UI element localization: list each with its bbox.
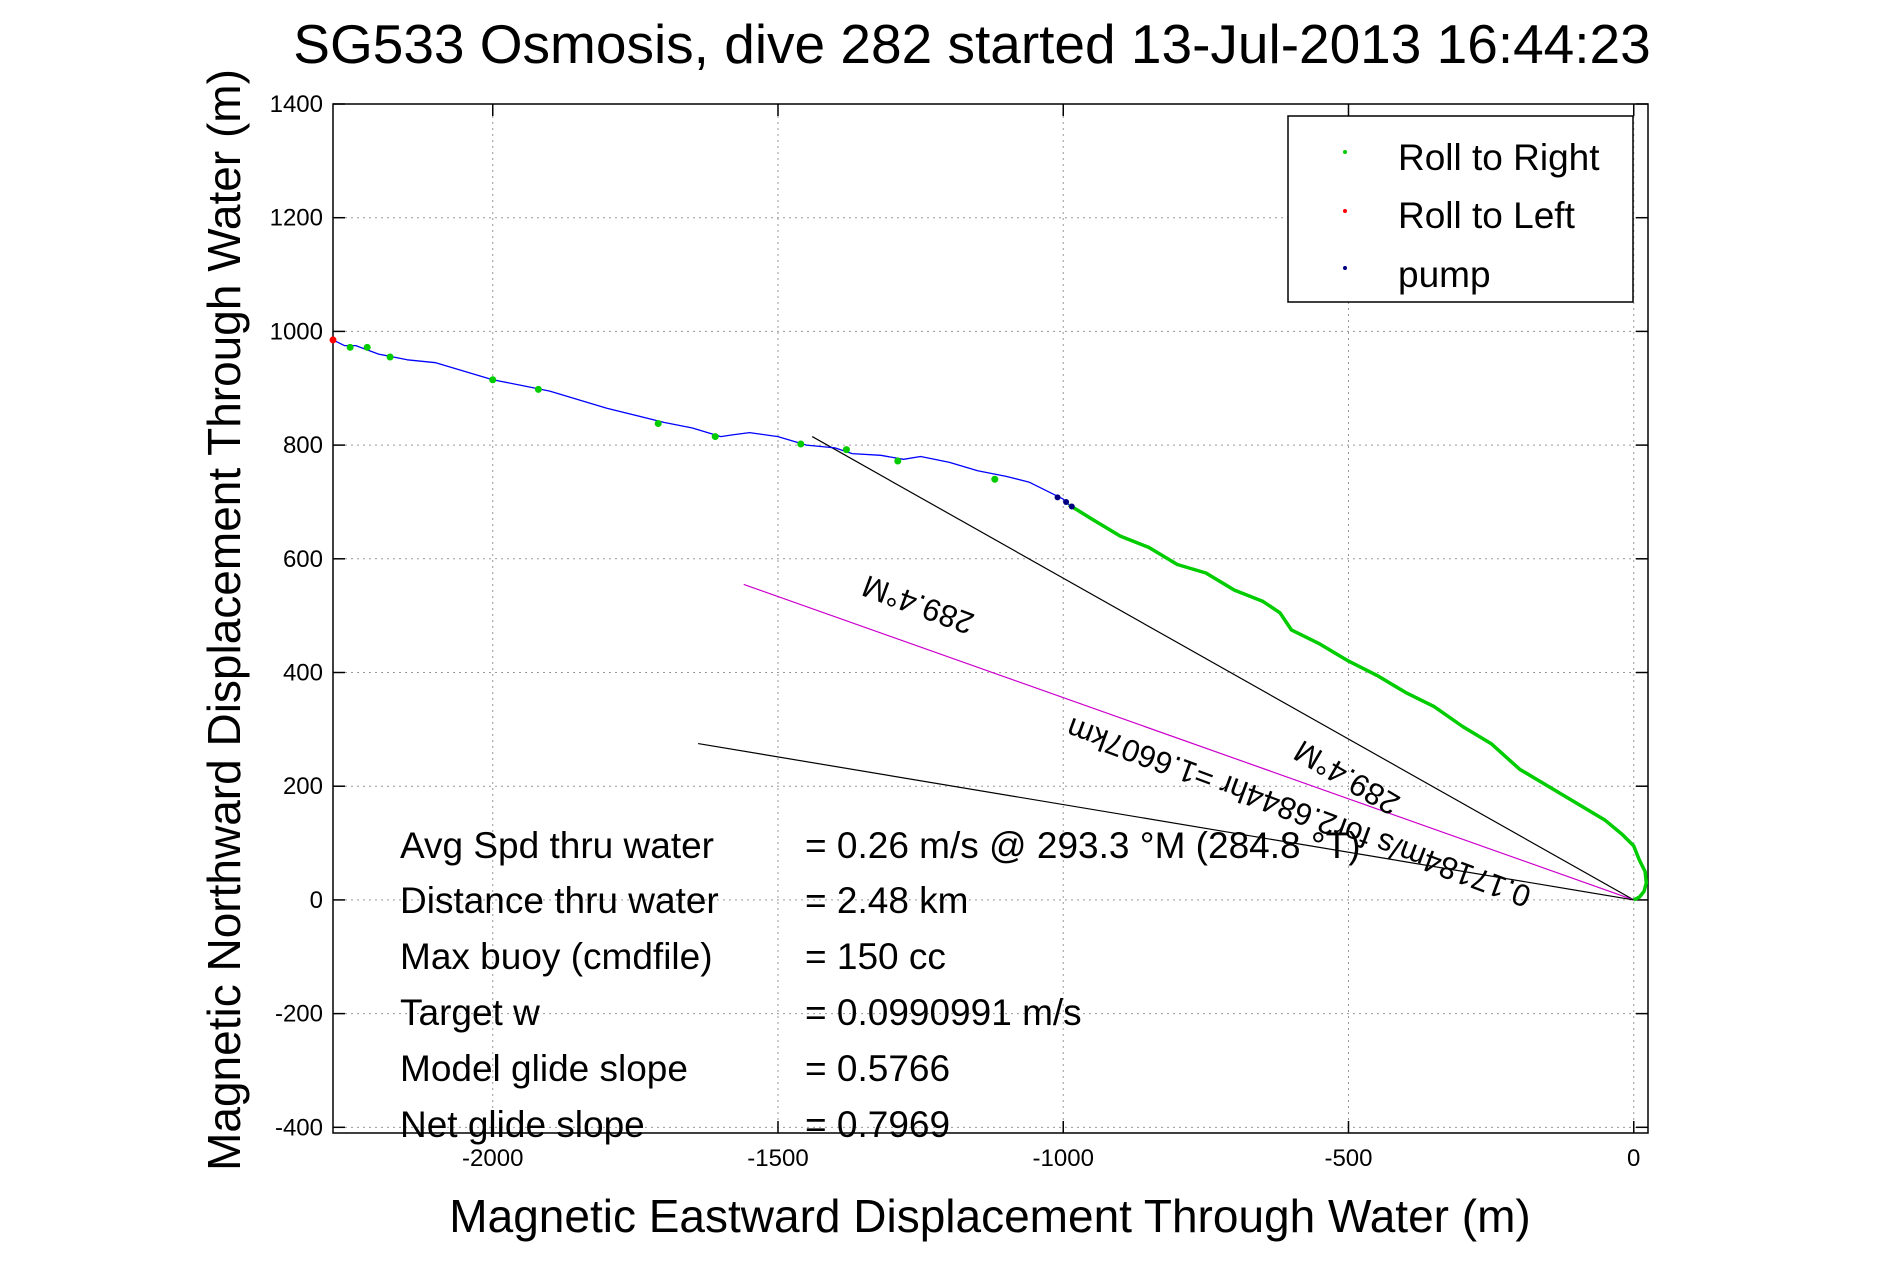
stat-label-net-glide: Net glide slope [400,1104,645,1145]
legend: Roll to Right Roll to Left pump [1287,115,1634,303]
chart-title: SG533 Osmosis, dive 282 started 13-Jul-2… [293,13,1650,75]
marker-roll-to-right [654,420,662,428]
series-line-track [332,339,1070,506]
series-markers [329,336,1075,510]
y-tick-label: -400 [275,1114,323,1141]
marker-pump [1063,498,1070,505]
marker-roll-to-right [991,475,999,483]
y-tick-label: 200 [283,773,323,800]
stat-label-model-glide: Model glide slope [400,1048,688,1089]
marker-roll-to-right [346,343,354,351]
marker-roll-to-right [711,433,719,441]
marker-roll-to-right [797,440,805,448]
series-line-roll-right [1067,503,1649,902]
annotation-heading-2: 0.17184m/s for2.6844hr =1.6607km [1062,711,1536,915]
series-lines [332,339,1649,902]
y-tick-label: 800 [283,432,323,459]
reference-line-1 [811,436,1635,901]
stats-block: Avg Spd thru water = 0.26 m/s @ 293.3 °M… [400,825,1361,1145]
stat-value-model-glide: = 0.5766 [805,1048,950,1089]
stat-value-avg-speed: = 0.26 m/s @ 293.3 °M (284.8 °T) [805,825,1361,866]
annotation-heading-3: 289.4°M [858,568,979,641]
stat-value-distance: = 2.48 km [805,880,969,921]
legend-label-pump: pump [1398,254,1491,295]
stat-label-avg-speed: Avg Spd thru water [400,825,714,866]
stat-label-distance: Distance thru water [400,880,719,921]
legend-box [1287,115,1634,303]
marker-roll-to-left [329,336,337,344]
marker-roll-to-right [894,457,902,465]
x-tick-label: 0 [1627,1145,1640,1172]
legend-label-roll-left: Roll to Left [1398,195,1576,236]
x-tick-label: -1500 [747,1145,808,1172]
reference-line-3 [698,742,1634,901]
y-tick-label: 600 [283,546,323,573]
marker-roll-to-right [842,446,850,454]
y-tick-label: 1400 [270,91,323,118]
stat-label-max-buoy: Max buoy (cmdfile) [400,936,713,977]
marker-roll-to-right [534,385,542,393]
y-tick-label: 400 [283,660,323,687]
stat-value-target-w: = 0.0990991 m/s [805,992,1082,1033]
marker-roll-to-right [386,353,394,361]
stat-value-max-buoy: = 150 cc [805,936,946,977]
y-tick-label: 0 [310,887,323,914]
legend-marker-pump [1343,266,1347,270]
legend-label-roll-right: Roll to Right [1398,137,1600,178]
y-tick-label: 1000 [270,318,323,345]
axis-ticks [333,103,1648,1133]
x-tick-label: -2000 [462,1145,523,1172]
marker-pump [1068,503,1075,510]
y-axis-label: Magnetic Northward Displacement Through … [198,69,250,1171]
x-tick-label: -500 [1324,1145,1372,1172]
stat-value-net-glide: = 0.7969 [805,1104,950,1145]
reference-lines [698,436,1635,901]
y-tick-label: -200 [275,1001,323,1028]
x-axis-label: Magnetic Eastward Displacement Through W… [449,1190,1530,1242]
legend-marker-roll-right [1343,150,1347,154]
marker-pump [1054,494,1061,501]
axis-tick-labels: -2000 -1500 -1000 -500 0-400-200020040060080… [270,91,1641,1172]
marker-roll-to-right [363,343,371,351]
x-tick-label: -1000 [1033,1145,1094,1172]
y-tick-label: 1200 [270,205,323,232]
stat-label-target-w: Target w [400,992,540,1033]
marker-roll-to-right [489,376,497,384]
reference-line-2 [743,583,1634,901]
legend-marker-roll-left [1343,209,1347,213]
plot-frame [332,103,1649,1134]
